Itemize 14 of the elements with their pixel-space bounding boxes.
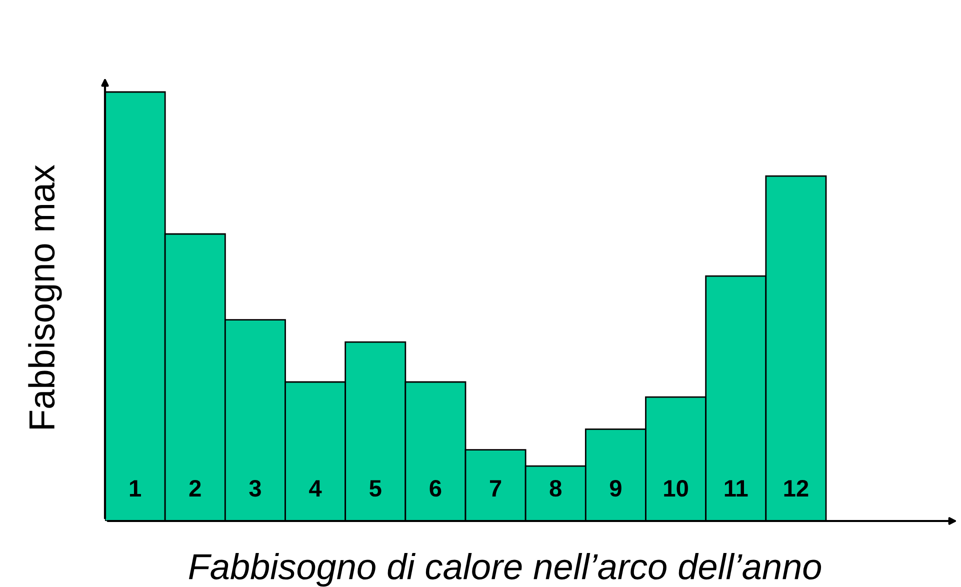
x-tick-label: 6: [430, 480, 442, 497]
x-tick-label: 8: [550, 480, 562, 497]
x-tick-label: 1: [130, 480, 141, 496]
x-tick-label: 7: [490, 480, 502, 496]
x-tick-label: 11: [724, 480, 748, 496]
y-axis-title: Fabbisogno max: [28, 164, 62, 429]
x-tick-label: 4: [309, 480, 322, 496]
x-axis-title: Fabbisogno di calore nell’arco dell’anno: [188, 553, 822, 587]
x-tick-label: 12: [784, 480, 808, 496]
x-tick-label: 10: [664, 480, 688, 497]
x-tick-label: 9: [610, 480, 622, 497]
x-tick-label: 2: [189, 480, 201, 496]
x-tick-label: 5: [370, 480, 382, 497]
x-tick-label: 3: [249, 480, 261, 497]
